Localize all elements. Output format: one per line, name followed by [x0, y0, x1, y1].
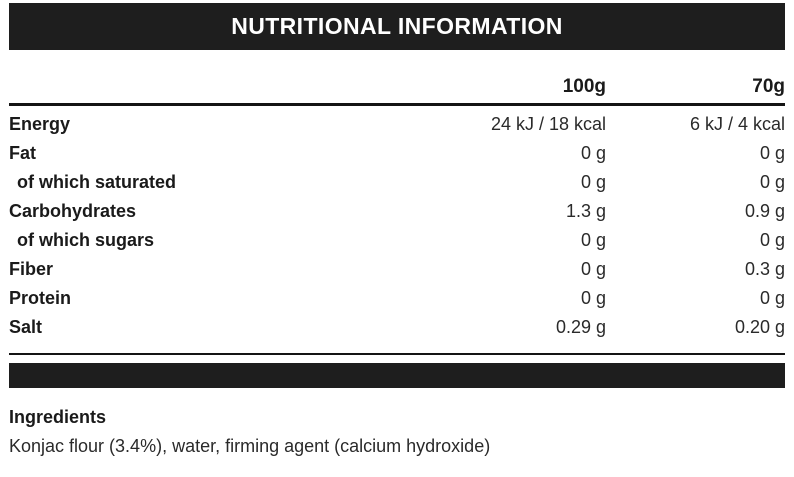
table-row: Carbohydrates 1.3 g 0.9 g — [9, 197, 785, 226]
table-row: of which sugars 0 g 0 g — [9, 226, 785, 255]
table-header: 100g 70g — [9, 76, 785, 105]
nutrition-facts-table: 100g 70g Energy 24 kJ / 18 kcal 6 kJ / 4… — [9, 76, 785, 342]
ingredients-section: Ingredients Konjac flour (3.4%), water, … — [9, 407, 785, 458]
column-header-per-70g: 70g — [752, 76, 785, 97]
table-row: Protein 0 g 0 g — [9, 284, 785, 313]
nutrient-value-70g: 0 g — [759, 288, 785, 308]
nutrient-value-100g: 24 kJ / 18 kcal — [490, 114, 606, 134]
nutrient-value-100g: 0 g — [580, 259, 606, 279]
table-bottom-rule — [9, 352, 785, 355]
nutrient-name: Salt — [9, 317, 43, 337]
nutrient-value-100g: 0.29 g — [555, 317, 606, 337]
table-row: Salt 0.29 g 0.20 g — [9, 313, 785, 342]
column-header-per-100g: 100g — [562, 76, 606, 97]
nutrient-value-70g: 0.9 g — [744, 201, 785, 221]
table-row: Energy 24 kJ / 18 kcal 6 kJ / 4 kcal — [9, 104, 785, 139]
nutrient-value-70g: 0 g — [759, 230, 785, 250]
nutrient-value-100g: 0 g — [580, 172, 606, 192]
nutrient-name: Energy — [9, 114, 71, 134]
nutrient-value-100g: 1.3 g — [565, 201, 606, 221]
table-row: of which saturated 0 g 0 g — [9, 168, 785, 197]
column-header-nutrient — [9, 76, 449, 104]
nutrient-name: Carbohydrates — [9, 201, 137, 221]
nutrient-value-70g: 6 kJ / 4 kcal — [689, 114, 785, 134]
nutrient-name: Fat — [9, 143, 36, 163]
nutrient-name: Fiber — [9, 259, 54, 279]
bottom-black-band — [9, 362, 785, 388]
nutrient-value-70g: 0 g — [759, 143, 785, 163]
nutrient-name: of which sugars — [17, 230, 155, 250]
nutritional-information-header: NUTRITIONAL INFORMATION — [9, 3, 785, 50]
nutrition-label-page: NUTRITIONAL INFORMATION 100g 70g Energy … — [0, 3, 794, 477]
ingredients-text: Konjac flour (3.4%), water, firming agen… — [9, 436, 491, 457]
nutrient-value-100g: 0 g — [580, 288, 606, 308]
nutrient-value-100g: 0 g — [580, 143, 606, 163]
nutrient-value-100g: 0 g — [580, 230, 606, 250]
nutrient-value-70g: 0.20 g — [734, 317, 785, 337]
table-header-row: 100g 70g — [9, 76, 785, 105]
table-row: Fat 0 g 0 g — [9, 139, 785, 168]
ingredients-heading: Ingredients — [9, 406, 107, 427]
nutrient-name: of which saturated — [17, 172, 177, 192]
nutrient-value-70g: 0 g — [759, 172, 785, 192]
page-title: NUTRITIONAL INFORMATION — [231, 13, 563, 39]
table-body: Energy 24 kJ / 18 kcal 6 kJ / 4 kcal Fat… — [9, 104, 785, 342]
nutrient-name: Protein — [9, 288, 72, 308]
table-row: Fiber 0 g 0.3 g — [9, 255, 785, 284]
nutrient-value-70g: 0.3 g — [744, 259, 785, 279]
